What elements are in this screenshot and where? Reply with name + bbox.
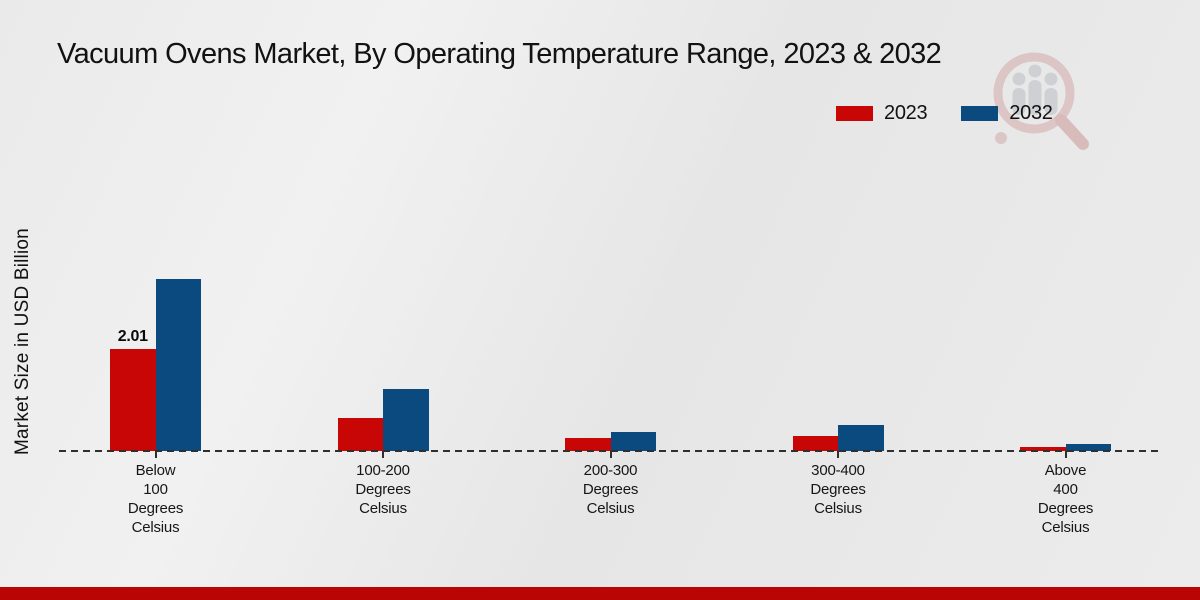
x-axis-tick <box>609 451 612 458</box>
bar-2023-group3 <box>565 438 611 451</box>
bar-2032-group4 <box>838 425 884 451</box>
x-axis-dashed-line <box>59 450 1161 452</box>
bar-2032-group3 <box>610 432 656 451</box>
bar-value-label: 2.01 <box>117 328 148 345</box>
legend-item-2032: 2032 <box>961 101 1053 125</box>
category-label: 100-200 Degrees Celsius <box>355 462 411 517</box>
x-axis-tick <box>1064 451 1067 458</box>
bar-2023-group4 <box>792 436 838 451</box>
legend-label-2023: 2023 <box>884 101 928 124</box>
bar-2023-group1 <box>110 349 156 451</box>
legend-label-2032: 2032 <box>1009 101 1053 124</box>
bar-2032-group2 <box>383 389 429 451</box>
legend-swatch-2032 <box>961 105 999 121</box>
x-axis-tick <box>154 451 157 458</box>
bar-2023-group2 <box>337 418 383 451</box>
x-axis-tick <box>837 451 839 458</box>
bar-2032-group5 <box>1065 444 1111 451</box>
legend-swatch-2023 <box>836 105 873 121</box>
category-label: Above 400 Degrees Celsius <box>1037 462 1094 536</box>
category-label: Below 100 Degrees Celsius <box>127 462 184 536</box>
category-label: 200-300 Degrees Celsius <box>582 462 639 517</box>
chart-title: Vacuum Ovens Market, By Operating Temper… <box>57 38 942 70</box>
category-label: 300-400 Degrees Celsius <box>810 462 866 517</box>
legend-item-2023: 2023 <box>836 101 928 125</box>
legend: 2023 2032 <box>836 101 1053 125</box>
watermark-magnifier-logo-icon <box>993 52 1089 150</box>
footer-band <box>0 587 1200 600</box>
x-axis-tick <box>382 451 384 458</box>
bar-2032-group1 <box>155 279 201 451</box>
bar-2023-group5 <box>1020 447 1066 451</box>
